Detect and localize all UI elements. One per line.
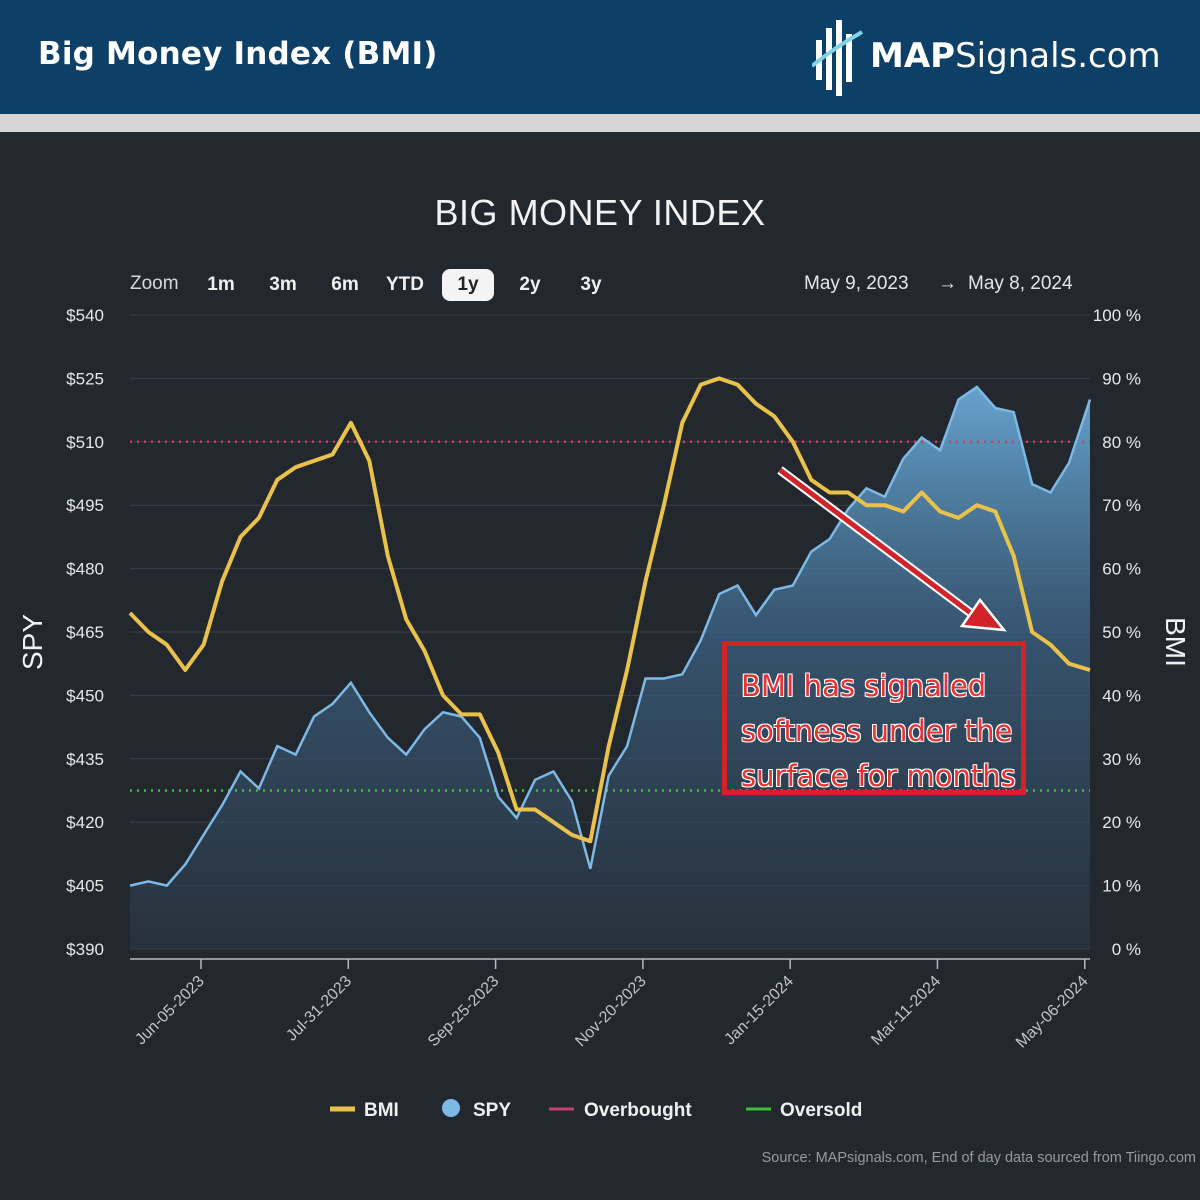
y-left-tick-label: $420 bbox=[66, 813, 104, 832]
x-tick-label: Mar-11-2024 bbox=[868, 973, 944, 1049]
y-left-tick-label: $405 bbox=[66, 877, 104, 896]
y-right-tick-label: 80 % bbox=[1102, 433, 1141, 452]
legend-swatch bbox=[442, 1099, 460, 1117]
bmi-line bbox=[128, 376, 1091, 844]
zoom-3y-button[interactable]: 3y bbox=[580, 274, 602, 295]
y-right-tick-label: 20 % bbox=[1102, 813, 1141, 832]
y-right-tick-label: 30 % bbox=[1102, 750, 1141, 769]
y-right-tick-label: 0 % bbox=[1112, 940, 1141, 959]
zoom-1y-button[interactable]: 1y bbox=[442, 269, 494, 301]
zoom-6m-button[interactable]: 6m bbox=[331, 274, 359, 295]
bar-chart-logo-icon bbox=[810, 20, 863, 96]
annotation-line-2: softness under the bbox=[741, 714, 1013, 748]
y-left-tick-label: $540 bbox=[66, 306, 104, 325]
y-right-tick-label: 40 % bbox=[1102, 686, 1141, 705]
legend-item[interactable]: SPY bbox=[473, 1100, 511, 1121]
x-tick-label: Sep-25-2023 bbox=[425, 973, 503, 1051]
y-right-tick-label: 90 % bbox=[1102, 369, 1141, 388]
zoom-label: Zoom bbox=[130, 273, 179, 294]
divider bbox=[0, 114, 1200, 132]
header-banner bbox=[0, 0, 1200, 114]
y-right-tick-label: 60 % bbox=[1102, 560, 1141, 579]
brand-name: MAPSignals.com bbox=[870, 36, 1161, 76]
x-tick-label: Jun-05-2023 bbox=[132, 973, 208, 1049]
annotation-box: BMI has signaled softness under the surf… bbox=[722, 641, 1026, 795]
y-left-tick-label: $510 bbox=[66, 433, 104, 452]
y-right-tick-label: 50 % bbox=[1102, 623, 1141, 642]
y-axis-left-label: SPY bbox=[17, 614, 48, 670]
range-from[interactable]: May 9, 2023 bbox=[804, 273, 909, 294]
legend-item[interactable]: Oversold bbox=[780, 1100, 862, 1121]
range-arrow: → bbox=[938, 273, 957, 294]
y-left-tick-label: $465 bbox=[66, 623, 104, 642]
x-tick-label: May-06-2024 bbox=[1013, 973, 1092, 1052]
brand-logo: MAPSignals.com bbox=[810, 18, 1161, 98]
y-right-tick-label: 70 % bbox=[1102, 496, 1141, 515]
annotation-line-3: surface for months bbox=[741, 759, 1016, 793]
zoom-2y-button[interactable]: 2y bbox=[519, 274, 541, 295]
chart-legend: BMI SPY Overbought Oversold bbox=[330, 1099, 862, 1121]
legend-item[interactable]: Overbought bbox=[584, 1100, 692, 1121]
y-right-tick-label: 10 % bbox=[1102, 877, 1141, 896]
annotation-line-1: BMI has signaled bbox=[741, 669, 987, 703]
y-left-tick-label: $495 bbox=[66, 496, 104, 515]
chart-title: BIG MONEY INDEX bbox=[434, 192, 766, 233]
zoom-ytd-button[interactable]: YTD bbox=[386, 274, 424, 295]
y-left-tick-label: $450 bbox=[66, 686, 104, 705]
x-tick-label: Jan-15-2024 bbox=[721, 973, 797, 1049]
range-to[interactable]: May 8, 2024 bbox=[968, 273, 1073, 294]
trend-arrow bbox=[777, 466, 1007, 632]
y-left-tick-label: $435 bbox=[66, 750, 104, 769]
x-tick-label: Jul-31-2023 bbox=[283, 973, 355, 1045]
source-note: Source: MAPsignals.com, End of day data … bbox=[761, 1150, 1196, 1166]
page-title: Big Money Index (BMI) bbox=[38, 36, 438, 72]
y-left-tick-label: $480 bbox=[66, 560, 104, 579]
spy-line bbox=[129, 385, 1092, 887]
y-right-tick-label: 100 % bbox=[1093, 306, 1141, 325]
zoom-3m-button[interactable]: 3m bbox=[269, 274, 297, 295]
y-left-tick-label: $525 bbox=[66, 369, 104, 388]
x-tick-label: Nov-20-2023 bbox=[572, 973, 650, 1051]
zoom-1m-button[interactable]: 1m bbox=[207, 274, 235, 295]
y-axis-right-label: BMI bbox=[1160, 617, 1191, 667]
legend-item[interactable]: BMI bbox=[364, 1100, 399, 1121]
y-left-tick-label: $390 bbox=[66, 940, 104, 959]
